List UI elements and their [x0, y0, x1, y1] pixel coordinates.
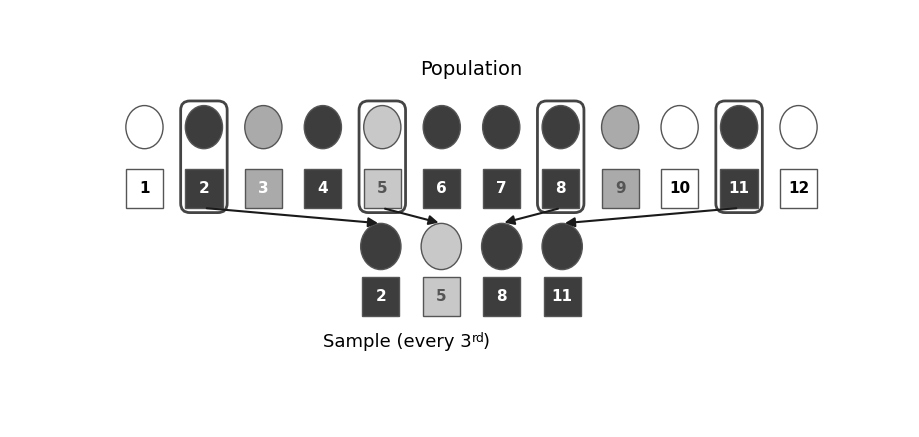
- FancyBboxPatch shape: [304, 170, 341, 208]
- Ellipse shape: [541, 223, 582, 270]
- FancyBboxPatch shape: [244, 170, 281, 208]
- FancyBboxPatch shape: [779, 170, 816, 208]
- FancyBboxPatch shape: [422, 277, 460, 316]
- FancyBboxPatch shape: [601, 170, 638, 208]
- Ellipse shape: [541, 106, 579, 149]
- Text: ): ): [482, 333, 489, 350]
- Ellipse shape: [482, 106, 519, 149]
- Ellipse shape: [423, 106, 460, 149]
- Ellipse shape: [421, 223, 461, 270]
- Text: 11: 11: [728, 181, 749, 196]
- Text: 12: 12: [787, 181, 809, 196]
- Ellipse shape: [363, 106, 401, 149]
- Ellipse shape: [360, 223, 401, 270]
- Ellipse shape: [779, 106, 816, 149]
- FancyBboxPatch shape: [126, 170, 163, 208]
- Ellipse shape: [720, 106, 757, 149]
- FancyBboxPatch shape: [715, 101, 762, 212]
- Text: 5: 5: [377, 181, 387, 196]
- Text: 7: 7: [495, 181, 506, 196]
- Text: 11: 11: [551, 289, 572, 304]
- Text: 8: 8: [555, 181, 565, 196]
- Text: 9: 9: [614, 181, 625, 196]
- Ellipse shape: [244, 106, 281, 149]
- Ellipse shape: [185, 106, 222, 149]
- Text: 5: 5: [436, 289, 446, 304]
- Ellipse shape: [601, 106, 638, 149]
- Text: 8: 8: [496, 289, 506, 304]
- FancyBboxPatch shape: [423, 170, 460, 208]
- Text: 2: 2: [375, 289, 386, 304]
- FancyBboxPatch shape: [720, 170, 757, 208]
- FancyBboxPatch shape: [358, 101, 405, 212]
- Text: 4: 4: [317, 181, 328, 196]
- Ellipse shape: [661, 106, 698, 149]
- FancyBboxPatch shape: [482, 277, 520, 316]
- FancyBboxPatch shape: [180, 101, 227, 212]
- Text: 10: 10: [668, 181, 689, 196]
- FancyBboxPatch shape: [543, 277, 580, 316]
- FancyBboxPatch shape: [362, 277, 399, 316]
- Text: 2: 2: [199, 181, 209, 196]
- Text: Population: Population: [420, 60, 522, 79]
- Text: 3: 3: [258, 181, 268, 196]
- Ellipse shape: [304, 106, 341, 149]
- FancyBboxPatch shape: [541, 170, 579, 208]
- FancyBboxPatch shape: [482, 170, 519, 208]
- FancyBboxPatch shape: [185, 170, 222, 208]
- FancyBboxPatch shape: [537, 101, 584, 212]
- Text: 6: 6: [436, 181, 447, 196]
- Text: 1: 1: [139, 181, 150, 196]
- Ellipse shape: [126, 106, 163, 149]
- Ellipse shape: [481, 223, 521, 270]
- FancyBboxPatch shape: [363, 170, 401, 208]
- FancyBboxPatch shape: [661, 170, 698, 208]
- Text: Sample (every 3: Sample (every 3: [323, 333, 471, 350]
- Text: rd: rd: [471, 332, 484, 345]
